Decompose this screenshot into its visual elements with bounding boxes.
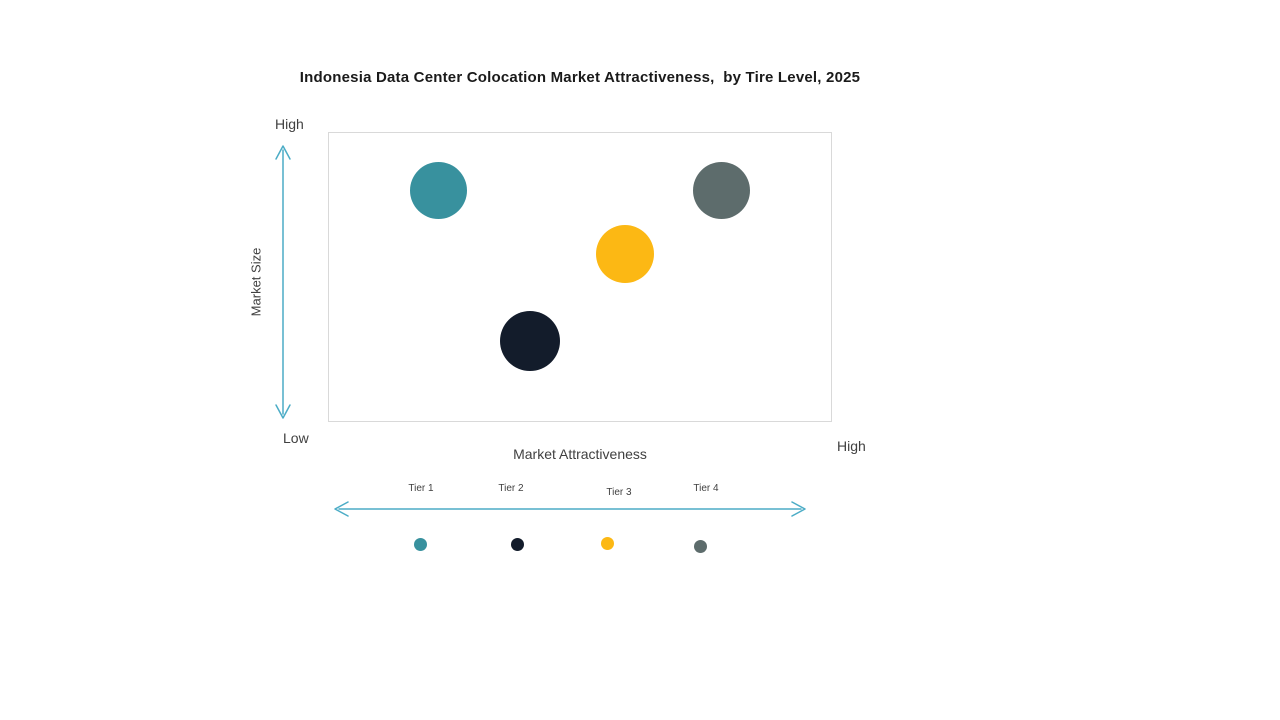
y-axis-arrow [276,146,290,418]
legend-label-tier-4: Tier 4 [693,483,719,494]
plot-area [328,132,832,422]
y-axis-low-label: Low [283,430,309,446]
legend-dot-tier-1 [414,538,427,551]
legend-dot-tier-2 [511,538,524,551]
x-axis-title: Market Attractiveness [513,446,647,462]
legend-dot-tier-3 [601,537,614,550]
x-axis-high-label: High [837,438,866,454]
legend-dot-tier-4 [694,540,707,553]
legend-label-tier-2: Tier 2 [498,483,524,494]
legend-label-tier-3: Tier 3 [606,487,632,498]
tier-axis-arrow [335,502,805,516]
chart-title: Indonesia Data Center Colocation Market … [299,69,861,86]
y-axis-title: Market Size [248,247,264,317]
y-axis-high-label: High [275,116,304,132]
legend-label-tier-1: Tier 1 [408,483,434,494]
